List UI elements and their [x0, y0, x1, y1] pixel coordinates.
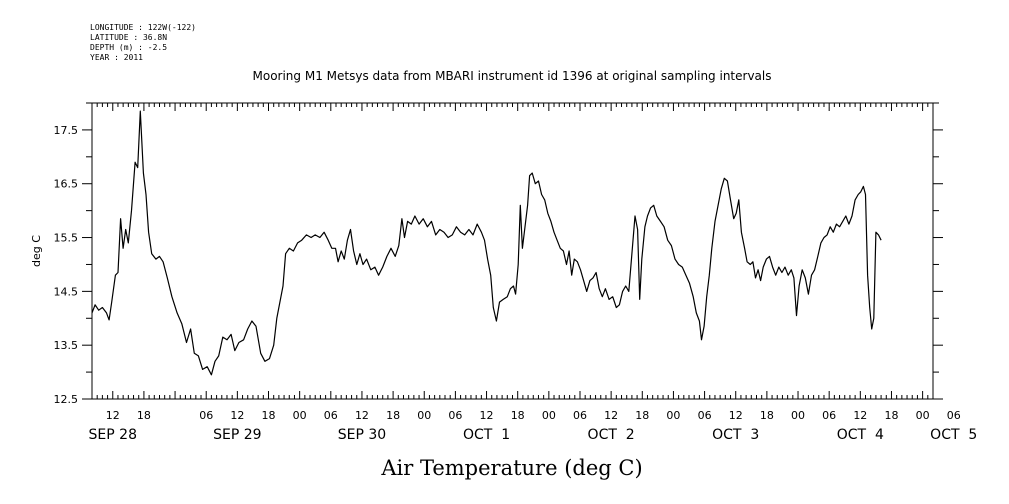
y-tick-label: 12.5	[54, 393, 79, 406]
x-hour-label: 18	[884, 409, 898, 422]
x-hour-label: 00	[666, 409, 680, 422]
x-hour-label: 12	[729, 409, 743, 422]
x-day-label: OCT 1	[463, 427, 510, 443]
x-hour-label: 06	[947, 409, 961, 422]
x-day-label: SEP 29	[213, 427, 261, 443]
y-axis-label: deg C	[30, 235, 43, 267]
x-hour-label: 00	[791, 409, 805, 422]
y-tick-label: 17.5	[54, 124, 79, 137]
meta-longitude: LONGITUDE : 122W(-122)	[90, 23, 196, 32]
x-hour-label: 00	[916, 409, 930, 422]
x-hour-label: 12	[853, 409, 867, 422]
axis-labels: 12.5 13.5 14.5 15.5 16.5 17.5 12 18 06 12 18 00 06 12…	[54, 124, 978, 443]
x-day-label: OCT 3	[712, 427, 759, 443]
meta-depth: DEPTH (m) : -2.5	[90, 43, 167, 52]
x-hour-label: 12	[355, 409, 369, 422]
x-hour-label: 06	[573, 409, 587, 422]
x-hour-label: 06	[199, 409, 213, 422]
x-hour-label: 18	[137, 409, 151, 422]
series-group	[91, 110, 882, 376]
x-axis-title: Air Temperature (deg C)	[380, 456, 642, 480]
meta-year: YEAR : 2011	[90, 53, 143, 62]
x-hour-label: 12	[106, 409, 120, 422]
x-hour-label: 12	[604, 409, 618, 422]
x-hour-label: 12	[480, 409, 494, 422]
x-hour-label: 18	[760, 409, 774, 422]
chart-title: Mooring M1 Metsys data from MBARI instru…	[253, 69, 772, 83]
x-day-label: SEP 30	[338, 427, 386, 443]
x-hour-label: 06	[698, 409, 712, 422]
x-hour-label: 06	[822, 409, 836, 422]
x-hour-label: 06	[448, 409, 462, 422]
x-hour-label: 18	[511, 409, 525, 422]
x-hour-label: 12	[230, 409, 244, 422]
x-day-label: OCT 4	[837, 427, 884, 443]
series-line	[91, 110, 882, 376]
meta-latitude: LATITUDE : 36.8N	[90, 33, 167, 42]
x-day-label: OCT 5	[930, 427, 977, 443]
plot-frame	[91, 102, 934, 400]
x-hour-label: 18	[635, 409, 649, 422]
y-tick-label: 14.5	[54, 285, 79, 298]
x-hour-label: 00	[542, 409, 556, 422]
x-day-label: SEP 28	[89, 427, 137, 443]
y-tick-label: 16.5	[54, 178, 79, 191]
x-hour-label: 18	[262, 409, 276, 422]
x-hour-label: 00	[417, 409, 431, 422]
x-hour-label: 06	[324, 409, 338, 422]
x-hour-label: 18	[386, 409, 400, 422]
x-day-label: OCT 2	[588, 427, 635, 443]
axis-ticks	[82, 102, 943, 400]
x-hour-label: 00	[293, 409, 307, 422]
y-tick-label: 15.5	[54, 232, 79, 245]
y-tick-label: 13.5	[54, 339, 79, 352]
